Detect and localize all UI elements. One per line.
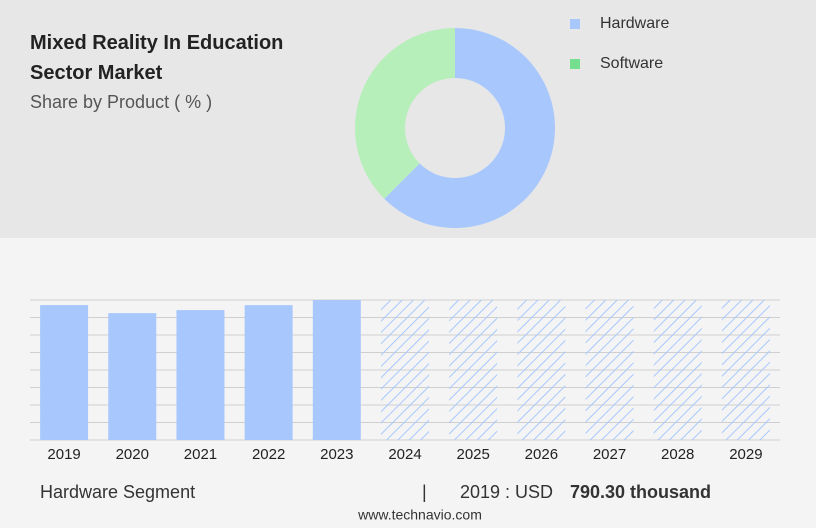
bar <box>108 313 157 440</box>
x-tick-label: 2021 <box>184 446 217 463</box>
chart-subtitle: Share by Product ( % ) <box>30 92 212 112</box>
x-tick-label: 2025 <box>456 446 489 463</box>
forecast-placeholder <box>653 300 702 440</box>
legend-label: Software <box>600 55 663 72</box>
x-tick-label: 2024 <box>388 446 421 463</box>
x-tick-label: 2023 <box>320 446 353 463</box>
forecast-placeholder <box>449 300 498 440</box>
forecast-placeholder <box>721 300 770 440</box>
separator: | <box>422 482 427 502</box>
bar <box>176 310 225 440</box>
forecast-placeholder <box>517 300 566 440</box>
donut-slice <box>384 28 555 228</box>
legend-swatch <box>570 19 580 29</box>
forecast-placeholder <box>585 300 634 440</box>
chart-title: Mixed Reality In Education Sector Market <box>30 32 284 84</box>
x-tick-label: 2027 <box>593 446 626 463</box>
x-tick-label: 2022 <box>252 446 285 463</box>
x-tick-label: 2028 <box>661 446 694 463</box>
source: www.technavio.com <box>357 507 482 523</box>
x-tick-label: 2019 <box>47 446 80 463</box>
x-tick-label: 2029 <box>729 446 762 463</box>
bar <box>40 305 89 440</box>
x-tick-label: 2026 <box>525 446 558 463</box>
highlight-value: 790.30 thousand <box>570 482 711 502</box>
segment-label: Hardware Segment <box>40 482 195 502</box>
legend-label: Hardware <box>600 15 669 32</box>
legend-swatch <box>570 59 580 69</box>
forecast-placeholder <box>381 300 429 440</box>
x-tick-label: 2020 <box>116 446 149 463</box>
bar <box>244 305 293 440</box>
year-label: 2019 : USD <box>460 482 553 502</box>
bar <box>312 300 361 440</box>
donut-slice <box>354 28 455 199</box>
